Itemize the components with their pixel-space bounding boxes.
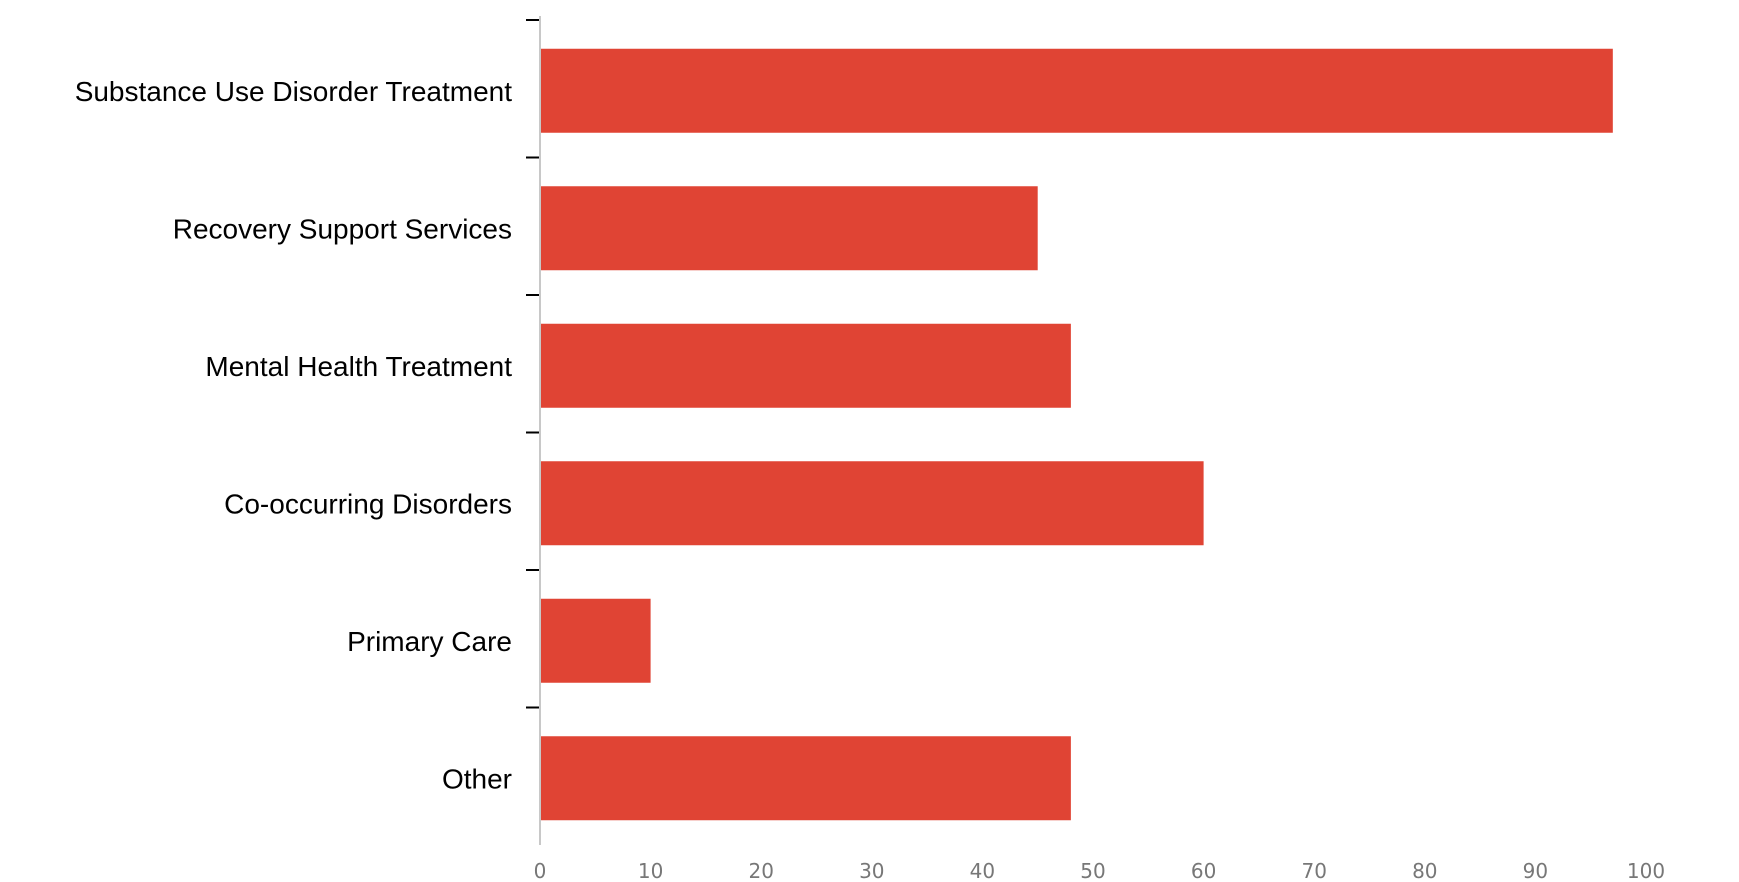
category-label: Co-occurring Disorders [224, 488, 512, 519]
bar [541, 186, 1038, 271]
x-tick-label: 90 [1523, 859, 1548, 882]
x-tick-label: 0 [534, 859, 547, 882]
category-label: Mental Health Treatment [205, 351, 512, 382]
x-tick-label: 70 [1301, 859, 1326, 882]
bar [541, 598, 651, 683]
category-tick-marks [526, 19, 540, 709]
bars [541, 48, 1613, 821]
x-tick-label: 10 [638, 859, 663, 882]
x-tick-label: 60 [1191, 859, 1216, 882]
x-tick-label: 30 [859, 859, 884, 882]
x-tick-label: 20 [748, 859, 773, 882]
x-tick-label: 100 [1627, 859, 1665, 882]
bar [541, 323, 1071, 408]
category-label: Recovery Support Services [173, 213, 512, 244]
bar [541, 461, 1204, 546]
x-tick-label: 50 [1080, 859, 1105, 882]
x-tick-label: 40 [970, 859, 995, 882]
category-label: Substance Use Disorder Treatment [75, 76, 513, 107]
x-tick-label: 80 [1412, 859, 1437, 882]
x-axis-tick-labels: 0 10 20 30 40 50 60 70 80 90 100 [534, 859, 1665, 882]
category-labels: Substance Use Disorder Treatment Recovery… [75, 76, 513, 795]
bar [541, 48, 1613, 133]
category-label: Other [442, 763, 512, 794]
category-label: Primary Care [347, 626, 512, 657]
bar [541, 736, 1071, 821]
